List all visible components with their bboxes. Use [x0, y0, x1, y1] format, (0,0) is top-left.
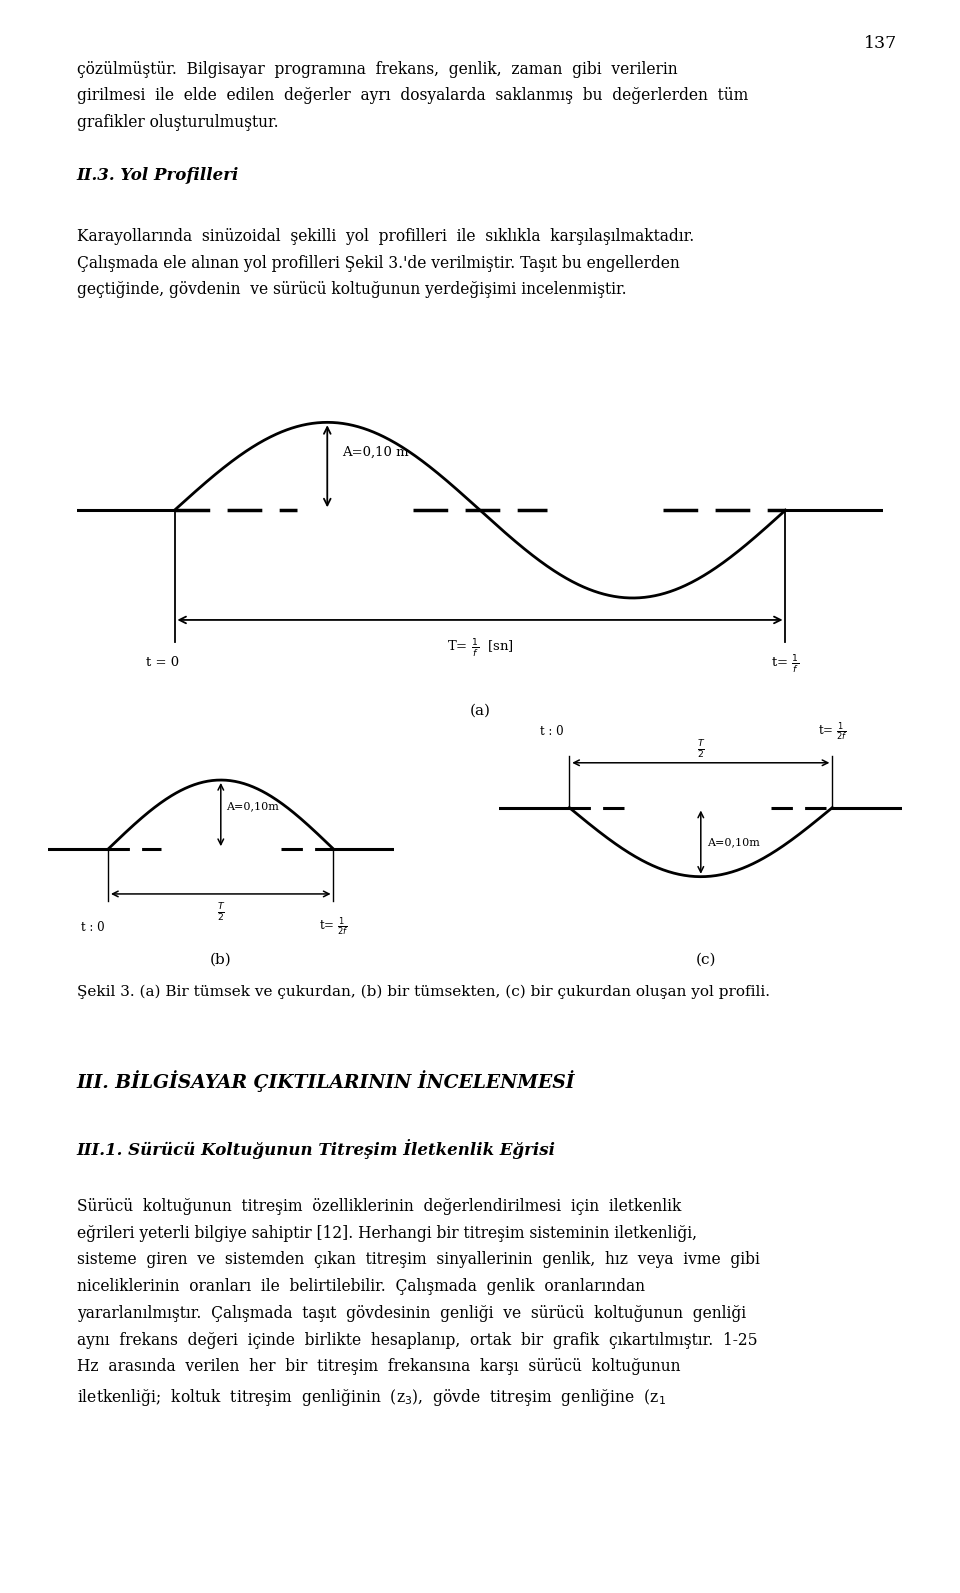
Text: (b): (b)	[210, 953, 231, 967]
Text: II.3. Yol Profilleri: II.3. Yol Profilleri	[77, 167, 239, 185]
Text: A=0,10m: A=0,10m	[707, 838, 759, 847]
Text: t : 0: t : 0	[540, 725, 564, 738]
Text: A=0,10 m: A=0,10 m	[342, 446, 409, 459]
Text: t= $\frac{1}{2f}$: t= $\frac{1}{2f}$	[319, 916, 348, 938]
Text: $\frac{T}{2}$: $\frac{T}{2}$	[697, 739, 705, 761]
Text: Karayollarında  sinüzoidal  şekilli  yol  profilleri  ile  sıklıkla  karşılaşılm: Karayollarında sinüzoidal şekilli yol pr…	[77, 228, 694, 298]
Text: 137: 137	[864, 35, 898, 53]
Text: çözülmüştür.  Bilgisayar  programına  frekans,  genlik,  zaman  gibi  verilerin
: çözülmüştür. Bilgisayar programına freka…	[77, 61, 748, 131]
Text: III.1. Sürücü Koltuğunun Titreşim İletkenlik Eğrisi: III.1. Sürücü Koltuğunun Titreşim İletke…	[77, 1139, 556, 1160]
Text: Şekil 3. (a) Bir tümsek ve çukurdan, (b) bir tümsekten, (c) bir çukurdan oluşan : Şekil 3. (a) Bir tümsek ve çukurdan, (b)…	[77, 984, 770, 999]
Text: T= $\frac{1}{f}$  [sn]: T= $\frac{1}{f}$ [sn]	[446, 636, 514, 660]
Text: $\frac{T}{2}$: $\frac{T}{2}$	[217, 902, 225, 924]
Text: t= $\frac{1}{f}$: t= $\frac{1}{f}$	[771, 652, 800, 675]
Text: (c): (c)	[695, 953, 716, 967]
Text: A=0,10m: A=0,10m	[226, 801, 279, 811]
Text: Sürücü  koltuğunun  titreşim  özelliklerinin  değerlendirilmesi  için  iletkenli: Sürücü koltuğunun titreşim özelliklerini…	[77, 1198, 759, 1408]
Text: t : 0: t : 0	[82, 921, 105, 933]
Text: t = 0: t = 0	[146, 656, 179, 669]
Text: t= $\frac{1}{2f}$: t= $\frac{1}{2f}$	[818, 720, 847, 742]
Text: III. BİLGİSAYAR ÇIKTILARININ İNCELENMESİ: III. BİLGİSAYAR ÇIKTILARININ İNCELENMESİ	[77, 1070, 575, 1093]
Text: (a): (a)	[469, 704, 491, 718]
